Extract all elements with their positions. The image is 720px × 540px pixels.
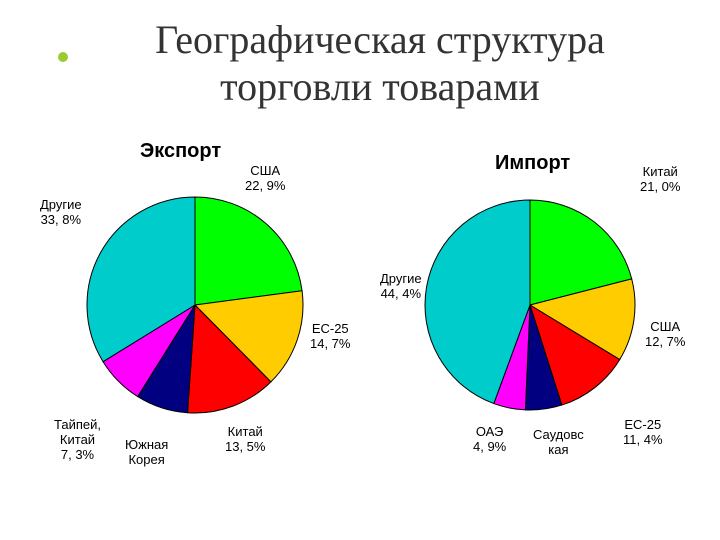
page-title: Географическая структура торговли товара…	[80, 16, 680, 110]
import-chart-title: Импорт	[495, 152, 570, 175]
export-pie	[85, 195, 305, 415]
slice-label-export-ЕС-25: ЕС-25 14, 7%	[310, 322, 350, 352]
slice-label-import-Китай: Китай 21, 0%	[640, 165, 680, 195]
pie-slice-США	[195, 197, 302, 305]
export-chart-title: Экспорт	[140, 140, 221, 163]
slide: Географическая структура торговли товара…	[0, 0, 720, 540]
slice-label-export-США: США 22, 9%	[245, 164, 285, 194]
slice-label-import-США: США 12, 7%	[645, 320, 685, 350]
slice-label-import-Другие: Другие 44, 4%	[380, 272, 422, 302]
slice-label-export-Южная Корея: Южная Корея	[125, 438, 168, 468]
import-pie	[423, 198, 637, 412]
slice-label-import-ОАЭ: ОАЭ 4, 9%	[473, 425, 506, 455]
slice-label-export-Другие: Другие 33, 8%	[40, 198, 82, 228]
slice-label-export-Китай: Китай 13, 5%	[225, 425, 265, 455]
slice-label-import-ЕС-25: ЕС-25 11, 4%	[623, 418, 663, 448]
title-bullet	[58, 52, 68, 62]
slice-label-import-Саудовская: Саудовс кая	[533, 428, 584, 458]
slice-label-export-Тайпей, Китай: Тайпей, Китай 7, 3%	[54, 418, 101, 463]
